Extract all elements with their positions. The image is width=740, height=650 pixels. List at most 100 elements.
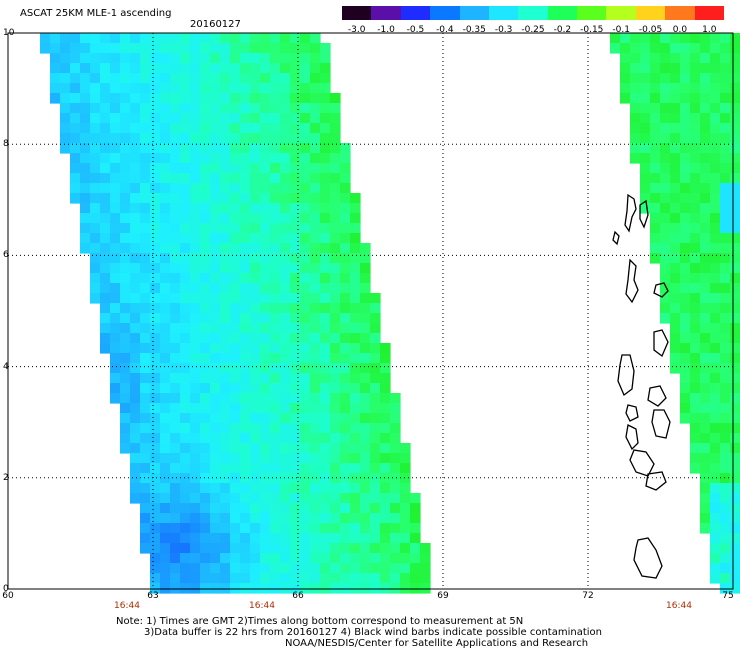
swath-cell bbox=[260, 273, 271, 284]
swath-cell bbox=[230, 263, 241, 274]
swath-cell bbox=[330, 123, 341, 134]
swath-cell bbox=[700, 123, 711, 134]
swath-cell bbox=[170, 333, 181, 344]
swath-cell bbox=[240, 163, 251, 174]
swath-cell bbox=[250, 473, 261, 484]
swath-cell bbox=[400, 563, 411, 574]
swath-cell bbox=[350, 263, 361, 274]
swath-cell bbox=[240, 233, 251, 244]
swath-cell bbox=[670, 63, 681, 74]
swath-cell bbox=[230, 363, 241, 374]
swath-cell bbox=[130, 163, 141, 174]
swath-cell bbox=[350, 533, 361, 544]
swath-cell bbox=[700, 143, 711, 154]
swath-cell bbox=[270, 553, 281, 564]
swath-cell bbox=[700, 523, 711, 534]
swath-cell bbox=[730, 153, 740, 164]
swath-cell bbox=[350, 563, 361, 574]
swath-cell bbox=[650, 73, 661, 84]
swath-cell bbox=[200, 323, 211, 334]
swath-cell bbox=[370, 463, 381, 474]
swath-cell bbox=[410, 533, 421, 544]
swath-cell bbox=[700, 73, 711, 84]
swath-cell bbox=[300, 403, 311, 414]
swath-cell bbox=[220, 423, 231, 434]
swath-cell bbox=[730, 333, 740, 344]
colorbar-tick-label: -0.5 bbox=[406, 25, 425, 35]
swath-cell bbox=[110, 313, 121, 324]
swath-cell bbox=[720, 43, 731, 54]
swath-cell bbox=[710, 393, 721, 404]
swath-cell bbox=[110, 103, 121, 114]
swath-cell bbox=[260, 403, 271, 414]
swath-cell bbox=[110, 73, 121, 84]
swath-cell bbox=[700, 513, 711, 524]
swath-cell bbox=[700, 63, 711, 74]
swath-cell bbox=[190, 543, 201, 554]
swath-cell bbox=[350, 433, 361, 444]
swath-cell bbox=[90, 83, 101, 94]
swath-cell bbox=[140, 343, 151, 354]
swath-cell bbox=[170, 263, 181, 274]
swath-cell bbox=[710, 543, 721, 554]
swath-cell bbox=[300, 433, 311, 444]
swath-cell bbox=[160, 123, 171, 134]
colorbar-tick-label: -0.05 bbox=[638, 25, 663, 35]
swath-cell bbox=[720, 273, 731, 284]
swath-cell bbox=[290, 183, 301, 194]
swath-cell bbox=[350, 333, 361, 344]
swath-cell bbox=[100, 103, 111, 114]
swath-cell bbox=[140, 163, 151, 174]
colorbar-segment bbox=[400, 6, 431, 20]
swath-cell bbox=[390, 533, 401, 544]
swath-cell bbox=[130, 413, 141, 424]
swath-cell bbox=[380, 343, 391, 354]
swath-cell bbox=[350, 293, 361, 304]
swath-cell bbox=[330, 213, 341, 224]
swath-cell bbox=[290, 103, 301, 114]
swath-cell bbox=[680, 53, 691, 64]
swath-cell bbox=[260, 133, 271, 144]
swath-cell bbox=[250, 313, 261, 324]
swath-cell bbox=[240, 283, 251, 294]
swath-cell bbox=[170, 573, 181, 584]
swath-cell bbox=[180, 313, 191, 324]
swath-cell bbox=[340, 493, 351, 504]
swath-cell bbox=[310, 273, 321, 284]
colorbar-segment bbox=[635, 6, 666, 20]
swath-cell bbox=[330, 313, 341, 324]
swath-cell bbox=[50, 93, 61, 104]
swath-cell bbox=[720, 213, 731, 224]
swath-cell bbox=[130, 263, 141, 274]
swath-cell bbox=[700, 373, 711, 384]
swath-cell bbox=[260, 543, 271, 554]
swath-cell bbox=[180, 283, 191, 294]
swath-cell bbox=[210, 193, 221, 204]
swath-cell bbox=[120, 133, 131, 144]
swath-cell bbox=[720, 153, 731, 164]
swath-cell bbox=[200, 113, 211, 124]
swath-cell bbox=[400, 533, 411, 544]
swath-cell bbox=[190, 73, 201, 84]
swath-cell bbox=[90, 263, 101, 274]
swath-cell bbox=[720, 63, 731, 74]
swath-cell bbox=[170, 213, 181, 224]
swath-cell bbox=[270, 443, 281, 454]
swath-cell bbox=[240, 93, 251, 104]
swath-cell bbox=[370, 373, 381, 384]
swath-cell bbox=[230, 143, 241, 154]
swath-cell bbox=[240, 373, 251, 384]
swath-cell bbox=[680, 43, 691, 54]
swath-cell bbox=[230, 113, 241, 124]
swath-cell bbox=[310, 483, 321, 494]
swath-cell bbox=[170, 243, 181, 254]
swath-cell bbox=[140, 223, 151, 234]
swath-cell bbox=[130, 373, 141, 384]
swath-cell bbox=[280, 543, 291, 554]
swath-cell bbox=[130, 123, 141, 134]
swath-cell bbox=[610, 43, 621, 54]
swath-cell bbox=[710, 463, 721, 474]
swath-cell bbox=[720, 73, 731, 84]
swath-cell bbox=[220, 543, 231, 554]
swath-cell bbox=[160, 313, 171, 324]
